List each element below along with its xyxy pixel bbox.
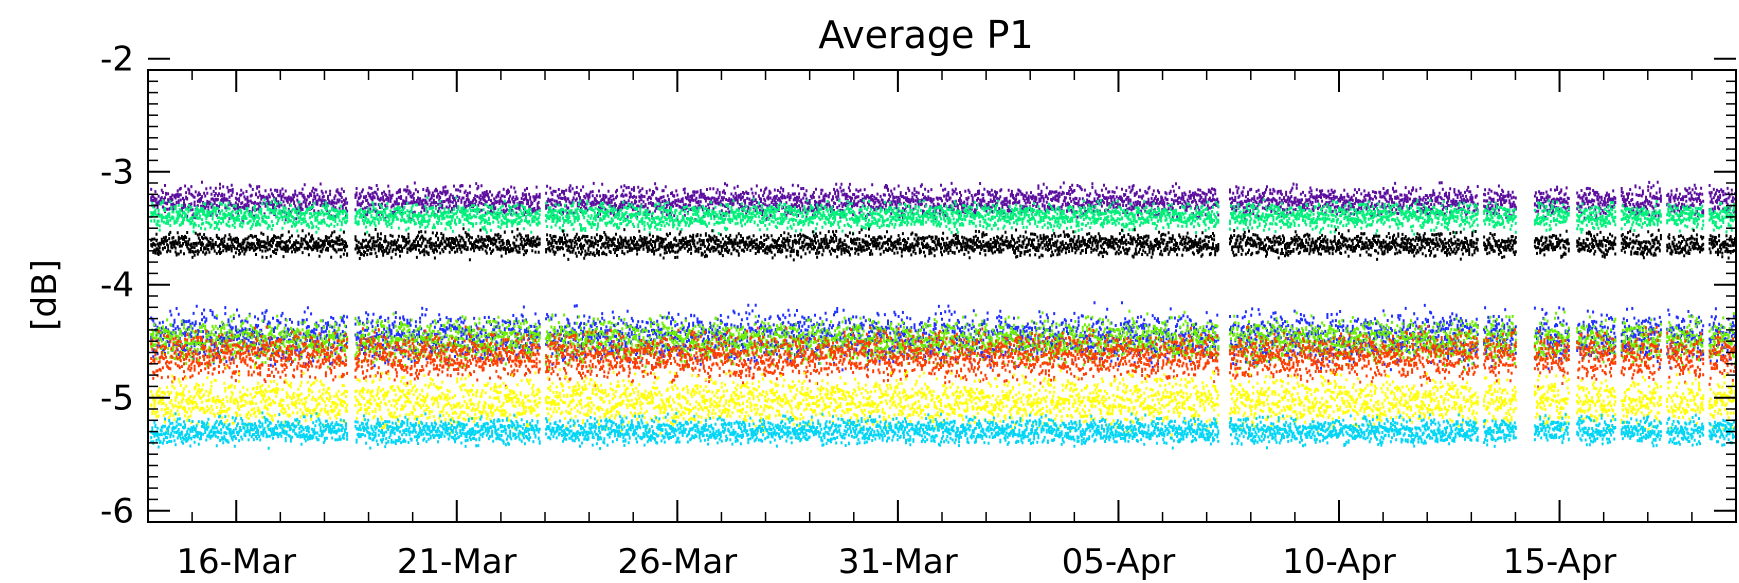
series-8-points (150, 411, 1738, 450)
series-6-points (150, 325, 1738, 389)
x-tick-label: 26-Mar (617, 542, 737, 582)
y-tick-label: -5 (100, 379, 134, 419)
plot-data (150, 180, 1738, 450)
x-tick-label: 10-Apr (1282, 542, 1396, 582)
y-tick-label: -2 (100, 40, 134, 80)
series-2 (150, 196, 1738, 236)
chart-title: Average P1 (818, 13, 1033, 57)
series-6 (150, 325, 1738, 389)
x-tick-label: 31-Mar (838, 542, 958, 582)
series-1-points (150, 180, 1738, 224)
series-3 (150, 227, 1738, 262)
series-3-points (150, 227, 1738, 262)
x-tick-label: 16-Mar (176, 542, 296, 582)
x-tick-label: 05-Apr (1062, 542, 1176, 582)
series-5 (150, 309, 1738, 372)
series-1 (150, 180, 1738, 224)
series-5-points (150, 309, 1738, 372)
series-8 (150, 411, 1738, 450)
axes: -2 -3 -4 -5 -6 16-Mar 21-Mar 26-Mar 31-Mar 05-Apr… (100, 40, 1737, 582)
y-tick-label: -4 (100, 266, 134, 306)
y-tick-label: -6 (100, 492, 134, 532)
x-tick-label: 15-Apr (1503, 542, 1617, 582)
plot-frame (147, 69, 1737, 523)
x-tick-label: 21-Mar (397, 542, 517, 582)
series-2-points (150, 196, 1738, 236)
y-tick-label: -3 (100, 153, 134, 193)
y-axis-label: [dB] (25, 259, 65, 330)
